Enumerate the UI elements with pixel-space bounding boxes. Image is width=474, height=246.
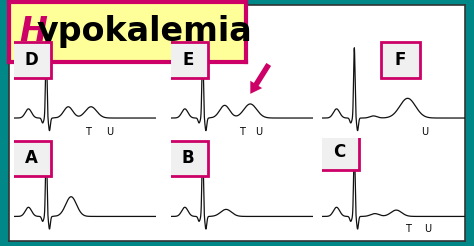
Text: U: U [421,127,428,137]
FancyBboxPatch shape [168,43,208,77]
Text: C: C [333,143,346,161]
FancyBboxPatch shape [11,141,51,176]
FancyBboxPatch shape [319,135,359,170]
Text: ypokalemia: ypokalemia [37,15,253,48]
Text: T: T [239,127,245,137]
Text: T: T [85,127,91,137]
Text: A: A [25,149,38,168]
Text: B: B [182,149,194,168]
Text: T: T [405,224,410,234]
Text: D: D [24,51,38,69]
Text: U: U [424,224,431,234]
FancyBboxPatch shape [381,43,420,77]
Text: E: E [182,51,193,69]
Text: U: U [255,127,263,137]
FancyBboxPatch shape [168,141,208,176]
FancyBboxPatch shape [11,43,51,77]
Text: H: H [19,15,47,48]
Text: F: F [395,51,406,69]
Text: U: U [106,127,113,137]
